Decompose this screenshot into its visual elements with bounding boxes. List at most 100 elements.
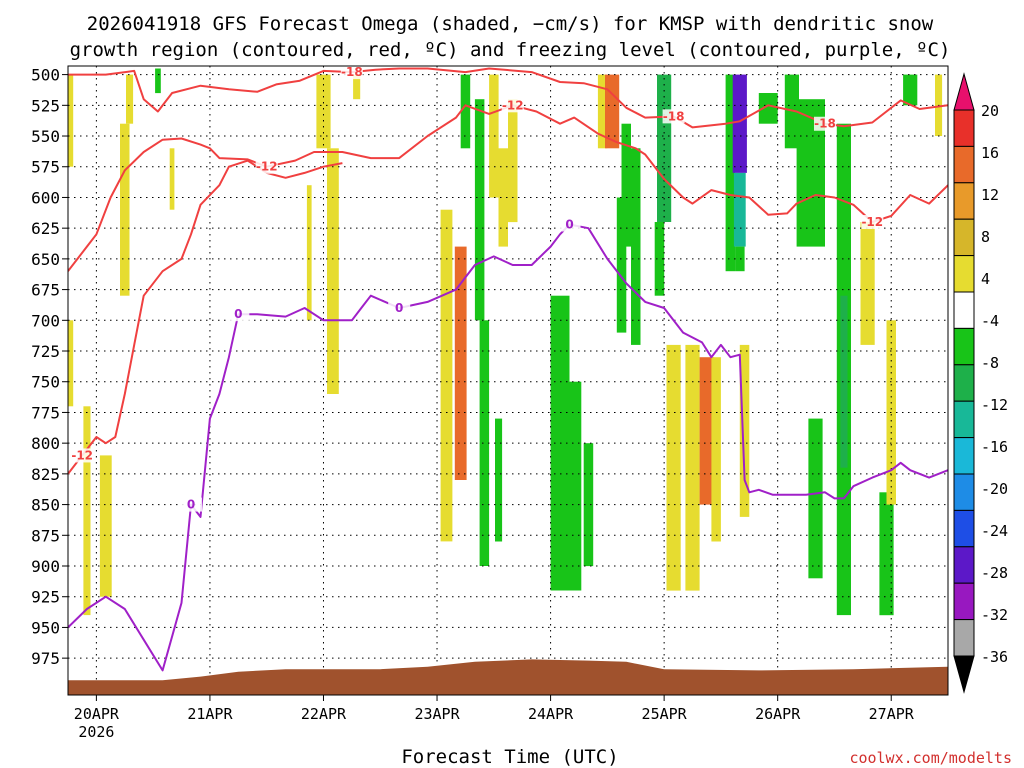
colorbar-seg-10 [953,473,975,511]
colorbar-label-4: 4 [981,270,990,288]
ytick-label-7: 675 [31,281,60,300]
contour-line-0 [68,67,948,129]
xtick-year-label: 2026 [78,723,114,741]
xtick-label-6: 26APR [755,705,801,723]
colorbar-label-5: -4 [981,312,999,330]
omega-cell-2 [83,406,91,616]
omega-cell-31 [666,344,681,591]
omega-cell-7 [169,148,175,210]
colorbar-seg-13 [953,582,975,621]
colorbar-label-10: -24 [981,522,1008,540]
ytick-label-6: 650 [31,250,60,269]
omega-cell-12 [440,209,453,542]
ytick-label-3: 575 [31,158,60,177]
colorbar: 20 16 12 8 4 -4 -8 -12 -16 -20 -24 -28 -32 -36 [953,72,1008,694]
contour-label-7: 0 [234,307,242,321]
ytick-label-10: 750 [31,373,60,392]
contour-label-0: -18 [341,65,363,79]
omega-cell-38 [735,246,745,272]
plot-area: -18 -18 -18 -12 -12 -12 -12 0 0 0 0 [68,65,948,695]
colorbar-label-3: 8 [981,228,990,246]
ytick-label-12: 800 [31,434,60,453]
omega-cell-14 [460,74,471,149]
contour-label-9: 0 [395,301,403,315]
omega-cell-30 [654,222,665,296]
colorbar-label-0: 20 [981,102,999,120]
contour-label-3: -12 [256,160,278,174]
omega-cell-24 [597,74,608,149]
omega-cell-3 [99,455,112,597]
colorbar-bottom-arrow [953,655,975,694]
colorbar-seg-14 [953,619,975,657]
ytick-label-17: 925 [31,588,60,607]
omega-cell-40 [758,93,778,124]
colorbar-seg-6 [953,327,975,366]
omega-cell-1 [68,320,74,407]
colorbar-seg-11 [953,509,975,548]
xtick-label-4: 24APR [528,705,574,723]
xtick-label-1: 21APR [187,705,233,723]
axes: 500 525 550 575 600 625 650 675 700 725 750 775 800 8… [31,65,949,741]
colorbar-label-2: 12 [981,186,999,204]
omega-cell-35 [725,74,736,272]
xtick-label-0: 20APR [74,705,120,723]
omega-cell-11 [306,185,312,321]
colorbar-seg-1 [953,145,975,184]
ytick-label-2: 550 [31,127,60,146]
colorbar-label-8: -16 [981,438,1008,456]
colorbar-seg-7 [953,364,975,402]
contour-label-10: 0 [565,217,573,231]
omega-cell-25 [605,74,620,149]
omega-cell-22 [567,381,582,591]
omega-cell-6 [155,68,161,94]
contour-line-1 [68,104,948,272]
omega-cell-16 [489,74,499,198]
omega-cell-27 [631,148,641,345]
omega-cell-23 [583,443,594,567]
x-axis-label: Forecast Time (UTC) [401,746,618,768]
ytick-label-4: 600 [31,188,60,207]
chart-title-line2: growth region (contoured, red, ºC) and f… [70,39,951,61]
xtick-label-7: 27APR [869,705,915,723]
omega-cell-26 [621,123,631,247]
xtick-label-5: 25APR [642,705,688,723]
contour-label-5: -12 [861,215,883,229]
omega-cell-19 [479,320,490,566]
omega-cell-17 [498,148,508,247]
omega-cell-0 [68,74,74,167]
ytick-label-19: 975 [31,649,60,668]
colorbar-seg-5 [953,291,975,329]
credit-text[interactable]: coolwx.com/modelts [849,749,1012,767]
contour-label-2: -18 [814,117,836,131]
omega-cell-43 [808,418,823,579]
plot-frame [67,65,949,696]
omega-cell-32 [685,344,700,591]
colorbar-label-1: 16 [981,144,999,162]
ytick-label-5: 625 [31,219,60,238]
ytick-label-13: 825 [31,465,60,484]
ytick-label-0: 500 [31,66,60,85]
contour-label-1: -18 [663,109,685,123]
omega-cell-4 [120,123,130,296]
ytick-label-14: 850 [31,496,60,515]
xtick-label-2: 22APR [301,705,347,723]
contour-line-3 [68,223,948,672]
omega-cell-5 [126,74,134,124]
ytick-label-11: 775 [31,403,60,422]
xtick-label-3: 23APR [414,705,460,723]
omega-cell-45 [840,295,848,468]
colorbar-label-12: -32 [981,606,1008,624]
omega-cell-33 [699,357,714,505]
omega-cell-8 [316,74,331,149]
omega-cell-20 [495,418,503,542]
ytick-label-1: 525 [31,96,60,115]
colorbar-label-6: -8 [981,354,999,372]
omega-cell-37 [733,172,746,247]
contour-line-2 [68,159,343,475]
ytick-label-9: 725 [31,342,60,361]
colorbar-seg-12 [953,546,975,584]
omega-cell-13 [454,246,467,480]
colorbar-seg-8 [953,400,975,439]
omega-cell-28 [616,197,627,333]
